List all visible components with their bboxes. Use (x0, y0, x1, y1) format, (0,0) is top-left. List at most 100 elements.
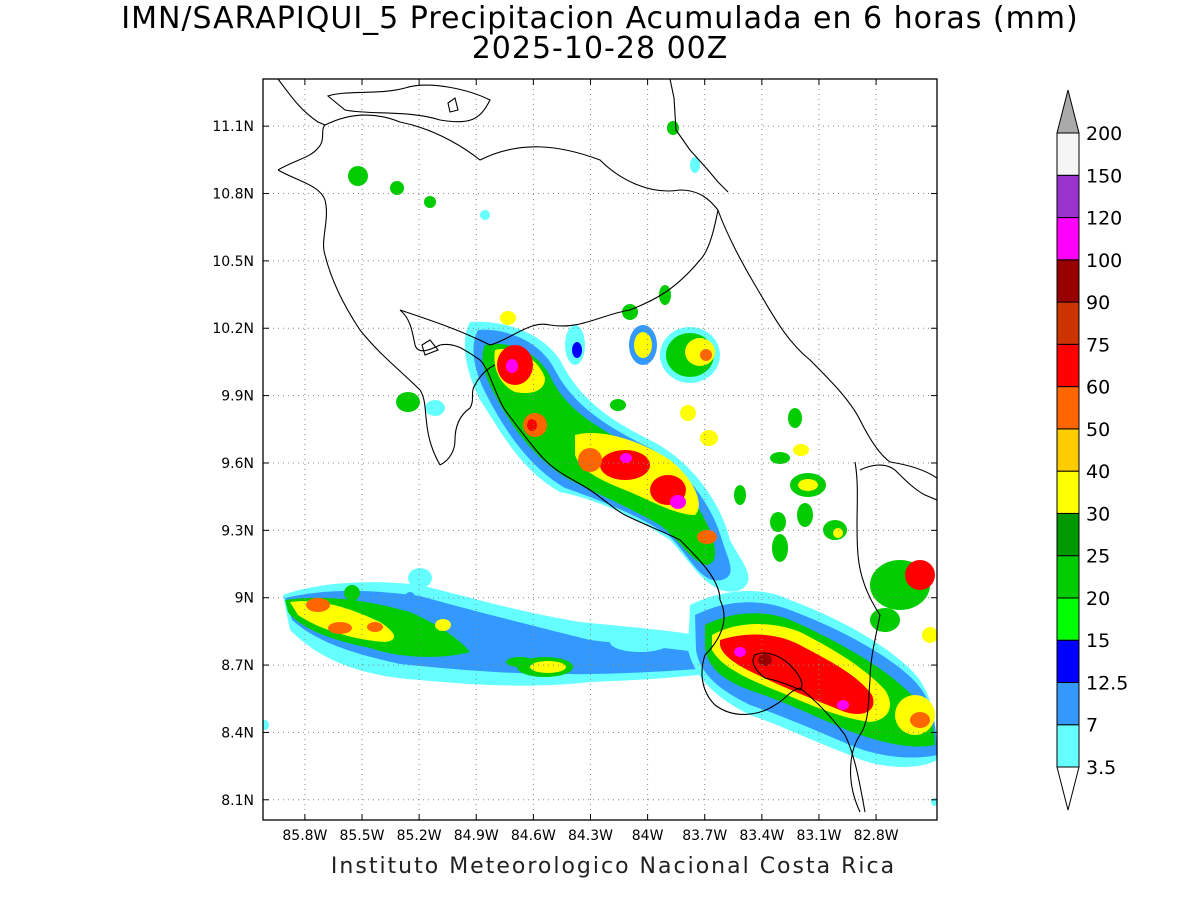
precip-cell (931, 798, 937, 806)
colorbar-swatch (1056, 681, 1080, 726)
colorbar-label: 20 (1086, 588, 1110, 610)
lon-tick-label: 85.2W (397, 828, 442, 844)
colorbar-swatch (1056, 555, 1080, 599)
colorbar-swatch (1056, 639, 1080, 683)
colorbar-swatch (1056, 132, 1080, 176)
colorbar-swatch (1056, 301, 1080, 345)
lon-tick-label: 83.7W (682, 828, 727, 844)
colorbar-label: 60 (1086, 377, 1110, 399)
precip-cell (506, 359, 518, 373)
lat-tick-label: 9.9N (221, 389, 254, 405)
colorbar-label: 25 (1086, 546, 1110, 568)
precip-cell (396, 392, 420, 412)
colorbar-label: 120 (1086, 208, 1122, 230)
precip-cell (910, 712, 930, 728)
lake-nicaragua-shore (326, 84, 491, 123)
map-frame (262, 78, 938, 821)
axis-ticks: 85.8W 85.5W 85.2W 84.9W 84.6W 84.3W 84W 83.7W 83… (212, 79, 937, 844)
precip-cell (390, 181, 404, 195)
colorbar-label: 40 (1086, 461, 1110, 483)
precip-cell (530, 661, 566, 673)
lon-tick-label: 85.8W (282, 828, 327, 844)
precip-cell (697, 530, 717, 544)
precip-cell (667, 121, 679, 135)
osa-peninsula (701, 599, 866, 813)
lat-tick-label: 8.1N (221, 793, 254, 809)
colorbar-label: 30 (1086, 503, 1110, 525)
precip-cell (670, 495, 686, 509)
colorbar-swatch (1056, 343, 1080, 388)
precip-cell (408, 568, 432, 588)
precip-cell (500, 311, 516, 325)
lon-tick-label: 85.5W (339, 828, 384, 844)
precip-cell (435, 619, 451, 631)
colorbar-label: 3.5 (1086, 757, 1116, 779)
map-grid (263, 79, 937, 820)
precip-cell (610, 632, 670, 652)
precip-cell (404, 592, 416, 608)
precip-cell (622, 304, 638, 320)
colorbar-swatch (1056, 512, 1080, 557)
colorbar-label: 150 (1086, 165, 1122, 187)
precip-cell (572, 342, 582, 358)
colorbar-swatch (1056, 428, 1080, 472)
colorbar-label: 7 (1086, 715, 1098, 737)
precip-cell (306, 598, 330, 612)
precip-cell (348, 166, 368, 186)
colorbar-swatch (1056, 386, 1080, 430)
precip-cell (328, 622, 352, 634)
colorbar-swatch (1056, 217, 1080, 261)
precip-cell (424, 196, 436, 208)
lon-tick-label: 83.4W (739, 828, 784, 844)
colorbar-label: 50 (1086, 419, 1110, 441)
colorbar-bottom-arrow (1056, 766, 1080, 811)
precip-cell (758, 654, 772, 666)
precip-cell (922, 627, 937, 643)
precip-cell (425, 400, 445, 416)
colorbar-swatch (1056, 597, 1080, 641)
nicoya-north-coast (277, 124, 441, 466)
lon-tick-label: 84W (632, 828, 664, 844)
precip-cell (837, 700, 849, 710)
precip-cell (578, 448, 602, 472)
coastlines (277, 79, 937, 813)
lat-tick-label: 8.7N (221, 658, 254, 674)
colorbar-swatch (1056, 724, 1080, 768)
precip-cell (793, 444, 809, 456)
precip-cell (263, 720, 269, 730)
colorbar-label: 100 (1086, 250, 1122, 272)
lat-tick-label: 8.4N (221, 725, 254, 741)
precip-cell (527, 419, 537, 431)
colorbar-label: 75 (1086, 334, 1110, 356)
precip-cell (690, 157, 700, 173)
precip-cell (634, 332, 652, 358)
lat-tick-label: 10.5N (212, 254, 254, 270)
map-title: IMN/SARAPIQUI_5 Precipitacion Acumulada … (121, 1, 1079, 36)
precip-cell (480, 210, 490, 220)
lon-tick-label: 84.3W (568, 828, 613, 844)
caribbean-coast (717, 209, 937, 479)
precip-cell (770, 452, 790, 464)
colorbar-label: 12.5 (1086, 672, 1128, 694)
map-valid-time: 2025-10-28 00Z (471, 31, 729, 66)
nicoya-gulf-coast (439, 364, 496, 466)
nicaragua-cr-border (399, 209, 719, 346)
colorbar-swatch (1056, 259, 1080, 303)
precip-cell (788, 408, 802, 428)
precip-cell (344, 585, 360, 601)
lon-tick-label: 84.9W (454, 828, 499, 844)
lon-tick-label: 84.6W (511, 828, 556, 844)
precip-cell (610, 399, 626, 411)
colorbar-label: 90 (1086, 292, 1110, 314)
precip-cell (600, 450, 650, 480)
precip-cell (506, 657, 534, 667)
coast-se (669, 79, 729, 193)
colorbar-label: 15 (1086, 630, 1110, 652)
lat-tick-label: 9N (235, 591, 254, 607)
precipitation-field (263, 121, 937, 806)
precip-band-60 (720, 634, 874, 715)
lon-tick-label: 83.1W (796, 828, 841, 844)
bocas-coast (859, 464, 937, 501)
precip-cell (797, 503, 813, 527)
precip-cell (700, 430, 718, 446)
